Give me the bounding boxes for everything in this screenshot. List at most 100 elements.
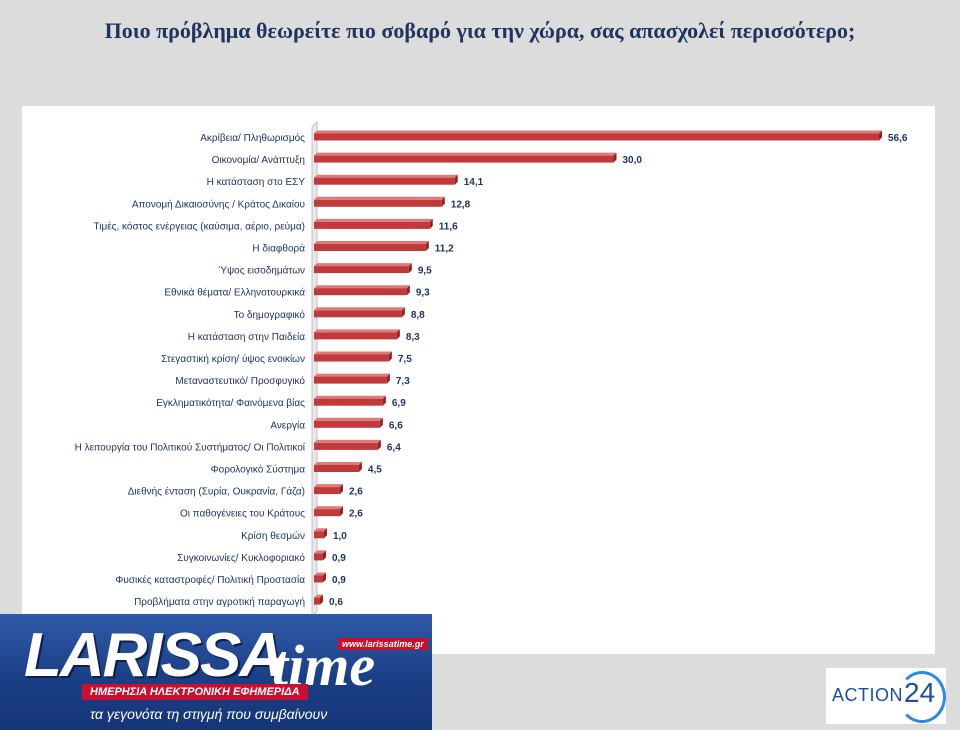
bar-top bbox=[314, 218, 433, 222]
value-label: 2,6 bbox=[349, 509, 363, 520]
bar-front bbox=[314, 244, 426, 251]
bar bbox=[314, 572, 326, 583]
bar-side bbox=[613, 152, 617, 163]
bar bbox=[314, 439, 381, 450]
value-label: 11,6 bbox=[439, 221, 458, 232]
bar-side bbox=[339, 484, 343, 495]
bar-top bbox=[314, 130, 882, 134]
category-label: Εθνικά θέματα/ Ελληνοτουρκικά bbox=[164, 287, 305, 299]
bar bbox=[314, 506, 343, 517]
bar-top bbox=[314, 506, 343, 510]
bar-front bbox=[314, 531, 324, 539]
bar-top bbox=[314, 241, 429, 244]
bar bbox=[314, 196, 445, 207]
value-label: 2,6 bbox=[349, 487, 363, 498]
bar-side bbox=[322, 572, 326, 583]
bar bbox=[314, 263, 412, 274]
bar-side bbox=[425, 241, 429, 251]
category-label: Η διαφθορά bbox=[252, 243, 305, 255]
bar bbox=[314, 550, 326, 561]
bar-front bbox=[314, 133, 879, 141]
bar bbox=[314, 329, 400, 340]
bar-front bbox=[314, 354, 389, 362]
bar-side bbox=[406, 285, 410, 296]
category-label: Οι παθογένειες του Κράτους bbox=[180, 508, 305, 520]
bar-front bbox=[314, 221, 430, 229]
bar-side bbox=[319, 594, 323, 605]
larissa-wordmark: LARISSA bbox=[24, 621, 284, 690]
bar bbox=[314, 218, 433, 229]
category-label: Εγκληματικότητα/ Φαινόμενα βίας bbox=[156, 397, 305, 409]
bar bbox=[314, 351, 392, 362]
bar bbox=[314, 174, 458, 185]
bar-front bbox=[314, 509, 340, 517]
bar-side bbox=[323, 528, 327, 539]
value-label: 11,2 bbox=[435, 244, 454, 255]
bar-side bbox=[429, 218, 433, 229]
bar-top bbox=[314, 484, 343, 488]
bar-side bbox=[388, 351, 392, 362]
value-label: 6,6 bbox=[389, 420, 403, 431]
category-label: Τιμές, κόστος ενέργειας (καύσιμα, αέριο,… bbox=[93, 220, 305, 232]
bar-top bbox=[314, 152, 617, 156]
category-label: Συγκοινωνίες/ Κυκλοφοριακό bbox=[177, 552, 305, 564]
bar bbox=[314, 417, 383, 428]
bar-side bbox=[879, 130, 882, 141]
category-label: Ανεργία bbox=[270, 419, 305, 431]
bar-side bbox=[339, 506, 343, 517]
y-axis-wall bbox=[311, 121, 318, 618]
category-label: Η κατάσταση στο ΕΣΥ bbox=[207, 176, 306, 188]
bar-top bbox=[314, 196, 445, 200]
bar bbox=[314, 395, 386, 406]
bar-side bbox=[379, 417, 383, 428]
value-label: 56,6 bbox=[888, 133, 908, 144]
category-label: Φορολογικό Σύστημα bbox=[211, 464, 306, 476]
value-label: 8,3 bbox=[406, 332, 420, 343]
bar-top bbox=[314, 395, 386, 399]
value-label: 6,9 bbox=[392, 398, 406, 409]
bar bbox=[314, 130, 882, 141]
bar-top bbox=[314, 285, 410, 289]
bar-top bbox=[314, 263, 412, 267]
bar-top bbox=[314, 572, 326, 576]
bar-front bbox=[314, 487, 340, 495]
bar-side bbox=[358, 462, 362, 472]
category-label: Προβλήματα στην αγροτική παραγωγή bbox=[134, 596, 305, 608]
bar bbox=[314, 373, 390, 384]
value-label: 0,9 bbox=[332, 553, 346, 564]
chart-panel: Ακρίβεια/ Πληθωρισμός 56,6 Οικονομία/ Ανάπ… bbox=[22, 106, 935, 654]
bar bbox=[314, 307, 405, 318]
value-label: 0,9 bbox=[332, 575, 346, 586]
action24-number: 24 bbox=[904, 677, 936, 708]
bar-top bbox=[314, 417, 383, 421]
bar-side bbox=[396, 329, 400, 340]
bar bbox=[314, 594, 323, 605]
bar-top bbox=[314, 594, 323, 598]
action24-ring-icon bbox=[898, 671, 946, 723]
bar bbox=[314, 462, 362, 472]
action24-logo: ACTION 24 bbox=[826, 668, 946, 724]
value-label: 9,3 bbox=[416, 288, 430, 299]
value-label: 30,0 bbox=[622, 155, 642, 166]
category-label: Φυσικές καταστροφές/ Πολιτική Προστασία bbox=[115, 574, 305, 586]
bar-front bbox=[314, 310, 402, 318]
bar bbox=[314, 528, 327, 539]
larissa-slogan: τα γεγονότα τη στιγμή που συμβαίνουν bbox=[90, 706, 328, 722]
value-label: 1,0 bbox=[333, 531, 347, 542]
bar-top bbox=[314, 351, 392, 355]
bar-top bbox=[314, 373, 390, 377]
bar-front bbox=[314, 332, 397, 340]
value-label: 14,1 bbox=[464, 177, 484, 188]
category-label: Η λειτουργία του Πολιτικού Συστήματος/ Ο… bbox=[75, 441, 306, 453]
bar-top bbox=[314, 329, 400, 333]
bar-side bbox=[382, 395, 386, 406]
bar-front bbox=[314, 553, 323, 561]
larissa-url: www.larissatime.gr bbox=[338, 638, 428, 650]
larissa-time-logo: LARISSA time www.larissatime.gr ΗΜΕΡΗΣΙΑ… bbox=[0, 614, 432, 730]
bar-chart: Ακρίβεια/ Πληθωρισμός 56,6 Οικονομία/ Ανάπ… bbox=[75, 121, 908, 618]
bar bbox=[314, 285, 410, 296]
bar-side bbox=[454, 174, 458, 185]
bar-side bbox=[401, 307, 405, 318]
value-label: 9,5 bbox=[418, 266, 432, 277]
bar-front bbox=[314, 288, 407, 296]
